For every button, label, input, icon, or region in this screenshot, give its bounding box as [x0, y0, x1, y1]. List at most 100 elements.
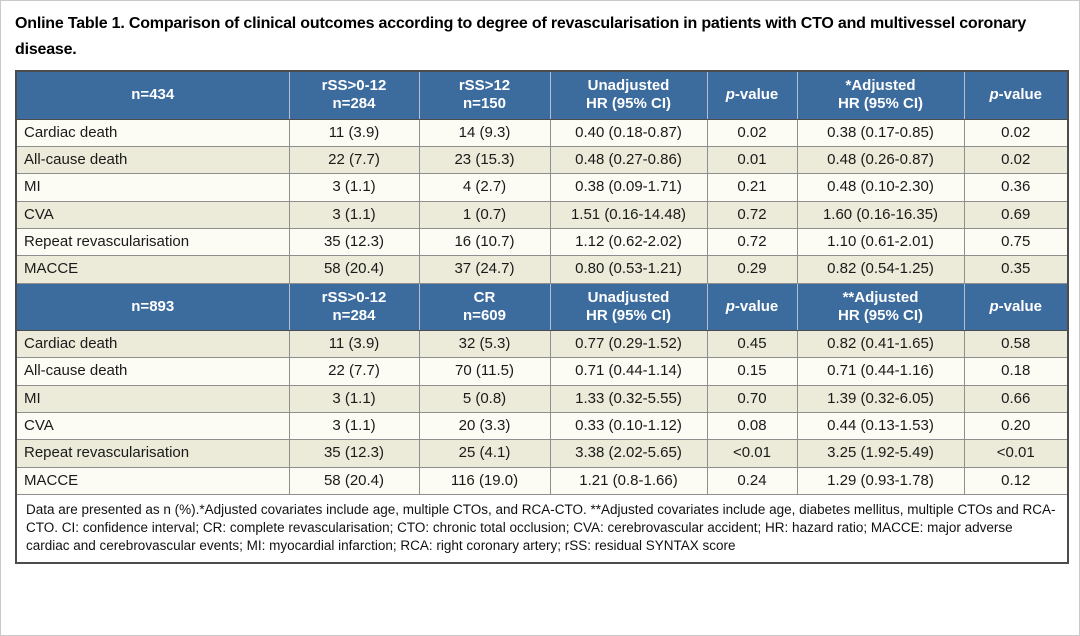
unadjusted-hr-cell: 0.48 (0.27-0.86) — [549, 146, 708, 175]
unadjusted-hr-cell: 0.38 (0.09-1.71) — [549, 173, 708, 202]
group2-count-cell: 25 (4.1) — [418, 439, 551, 468]
unadjusted-hr-cell: 0.77 (0.29-1.52) — [549, 330, 708, 359]
adjusted-hr-cell: 0.82 (0.41-1.65) — [796, 330, 965, 359]
adjusted-hr-cell: 1.29 (0.93-1.78) — [796, 466, 965, 495]
adjusted-hr-cell: 0.44 (0.13-1.53) — [796, 412, 965, 441]
p-italic: p — [989, 297, 999, 315]
adjusted-hr-cell: 0.38 (0.17-0.85) — [796, 118, 965, 148]
adjusted-hr-cell: 0.71 (0.44-1.16) — [796, 357, 965, 386]
table-title: Online Table 1. Comparison of clinical o… — [15, 15, 1027, 58]
header-p-value: p-value — [963, 282, 1069, 332]
group2-count-cell: 37 (24.7) — [418, 255, 551, 284]
group1-count-cell: 58 (20.4) — [288, 466, 420, 495]
group2-count-cell: 14 (9.3) — [418, 118, 551, 148]
outcome-label: MACCE — [15, 466, 290, 495]
table-row: MI 3 (1.1) 4 (2.7) 0.38 (0.09-1.71) 0.21… — [15, 173, 1069, 202]
group2-count-cell: 1 (0.7) — [418, 200, 551, 229]
group2-count-cell: 16 (10.7) — [418, 227, 551, 257]
unadjusted-hr-cell: 1.33 (0.32-5.55) — [549, 384, 708, 414]
group2-count-cell: 32 (5.3) — [418, 330, 551, 359]
adjusted-p-cell: 0.02 — [963, 118, 1069, 148]
outcome-label: CVA — [15, 412, 290, 441]
unadjusted-hr-cell: 1.12 (0.62-2.02) — [549, 227, 708, 257]
group1-count-cell: 3 (1.1) — [288, 384, 420, 414]
unadjusted-hr-cell: 0.40 (0.18-0.87) — [549, 118, 708, 148]
header-unadjusted-hr: Unadjusted HR (95% CI) — [549, 70, 708, 120]
adjusted-p-cell: 0.02 — [963, 146, 1069, 175]
group2-count-cell: 20 (3.3) — [418, 412, 551, 441]
p-rest: -value — [998, 86, 1043, 104]
outcome-label: Cardiac death — [15, 330, 290, 359]
header-p-value: p-value — [706, 70, 798, 120]
header-unadjusted-hr: Unadjusted HR (95% CI) — [549, 282, 708, 332]
table-row: MACCE 58 (20.4) 37 (24.7) 0.80 (0.53-1.2… — [15, 255, 1069, 284]
unadjusted-p-cell: 0.21 — [706, 173, 798, 202]
unadjusted-hr-cell: 0.71 (0.44-1.14) — [549, 357, 708, 386]
p-italic: p — [989, 86, 999, 104]
group1-count-cell: 3 (1.1) — [288, 200, 420, 229]
unadjusted-p-cell: 0.08 — [706, 412, 798, 441]
table-row: All-cause death 22 (7.7) 23 (15.3) 0.48 … — [15, 146, 1069, 175]
table-row: CVA 3 (1.1) 20 (3.3) 0.33 (0.10-1.12) 0.… — [15, 412, 1069, 441]
adjusted-hr-cell: 1.60 (0.16-16.35) — [796, 200, 965, 229]
adjusted-p-cell: 0.69 — [963, 200, 1069, 229]
table-footnote: Data are presented as n (%).*Adjusted co… — [15, 493, 1069, 564]
adjusted-p-cell: 0.36 — [963, 173, 1069, 202]
adjusted-p-cell: 0.35 — [963, 255, 1069, 284]
outcome-label: CVA — [15, 200, 290, 229]
table-row: CVA 3 (1.1) 1 (0.7) 1.51 (0.16-14.48) 0.… — [15, 200, 1069, 229]
adjusted-p-cell: 0.18 — [963, 357, 1069, 386]
group2-count-cell: 116 (19.0) — [418, 466, 551, 495]
unadjusted-hr-cell: 3.38 (2.02-5.65) — [549, 439, 708, 468]
table-row: Cardiac death 11 (3.9) 32 (5.3) 0.77 (0.… — [15, 330, 1069, 359]
group2-count-cell: 70 (11.5) — [418, 357, 551, 386]
adjusted-hr-cell: 0.82 (0.54-1.25) — [796, 255, 965, 284]
outcome-label: Repeat revascularisation — [15, 227, 290, 257]
adjusted-p-cell: 0.20 — [963, 412, 1069, 441]
group1-count-cell: 3 (1.1) — [288, 173, 420, 202]
unadjusted-p-cell: 0.01 — [706, 146, 798, 175]
unadjusted-hr-cell: 1.51 (0.16-14.48) — [549, 200, 708, 229]
table-row: Cardiac death 11 (3.9) 14 (9.3) 0.40 (0.… — [15, 118, 1069, 148]
clinical-outcomes-table: n=434 rSS>0-12 n=284 rSS>12 n=150 Unadju… — [15, 70, 1069, 565]
adjusted-p-cell: 0.75 — [963, 227, 1069, 257]
group1-count-cell: 22 (7.7) — [288, 357, 420, 386]
group1-count-cell: 11 (3.9) — [288, 330, 420, 359]
header-p-value: p-value — [963, 70, 1069, 120]
unadjusted-p-cell: 0.24 — [706, 466, 798, 495]
adjusted-p-cell: 0.58 — [963, 330, 1069, 359]
p-rest: -value — [998, 297, 1043, 315]
table-row: All-cause death 22 (7.7) 70 (11.5) 0.71 … — [15, 357, 1069, 386]
group2-count-cell: 23 (15.3) — [418, 146, 551, 175]
header-rss-0-12: rSS>0-12 n=284 — [288, 70, 420, 120]
p-italic: p — [725, 297, 735, 315]
group1-count-cell: 3 (1.1) — [288, 412, 420, 441]
header-rss-12: rSS>12 n=150 — [418, 70, 551, 120]
unadjusted-hr-cell: 0.33 (0.10-1.12) — [549, 412, 708, 441]
group1-count-cell: 35 (12.3) — [288, 439, 420, 468]
unadjusted-p-cell: 0.45 — [706, 330, 798, 359]
header-rss-0-12: rSS>0-12 n=284 — [288, 282, 420, 332]
p-rest: -value — [734, 297, 779, 315]
adjusted-hr-cell: 1.39 (0.32-6.05) — [796, 384, 965, 414]
adjusted-p-cell: <0.01 — [963, 439, 1069, 468]
group1-count-cell: 11 (3.9) — [288, 118, 420, 148]
header-group-n: n=434 — [15, 70, 290, 120]
header-p-value: p-value — [706, 282, 798, 332]
group1-count-cell: 58 (20.4) — [288, 255, 420, 284]
adjusted-hr-cell: 1.10 (0.61-2.01) — [796, 227, 965, 257]
footnote-row: Data are presented as n (%).*Adjusted co… — [15, 493, 1069, 564]
unadjusted-p-cell: 0.02 — [706, 118, 798, 148]
p-rest: -value — [734, 86, 779, 104]
adjusted-hr-cell: 3.25 (1.92-5.49) — [796, 439, 965, 468]
table-row: MI 3 (1.1) 5 (0.8) 1.33 (0.32-5.55) 0.70… — [15, 384, 1069, 414]
outcome-label: All-cause death — [15, 357, 290, 386]
p-italic: p — [725, 86, 735, 104]
adjusted-p-cell: 0.66 — [963, 384, 1069, 414]
outcome-label: Cardiac death — [15, 118, 290, 148]
unadjusted-p-cell: 0.72 — [706, 200, 798, 229]
table-row: Repeat revascularisation 35 (12.3) 25 (4… — [15, 439, 1069, 468]
unadjusted-p-cell: <0.01 — [706, 439, 798, 468]
unadjusted-p-cell: 0.29 — [706, 255, 798, 284]
